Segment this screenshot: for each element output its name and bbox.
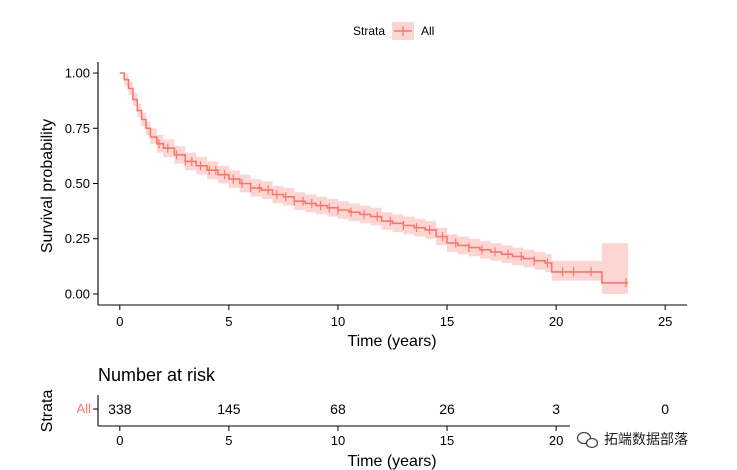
x-axis-label: Time (years) (347, 333, 436, 350)
y-tick-label: 0.00 (65, 286, 90, 301)
risk-count: 3 (552, 401, 560, 417)
legend: Strata All (353, 22, 434, 40)
risk-x-tick-label: 0 (116, 433, 123, 448)
survival-curve-layer (119, 72, 629, 284)
y-tick-label: 1.00 (65, 66, 90, 81)
risk-table-title: Number at risk (98, 365, 216, 385)
risk-row-label: All (77, 401, 92, 416)
risk-count: 68 (330, 401, 346, 417)
y-tick-label: 0.75 (65, 121, 90, 136)
x-tick-label: 0 (116, 314, 123, 329)
watermark-background (570, 425, 730, 453)
y-axis-label: Survival probability (39, 119, 56, 253)
legend-title: Strata (353, 24, 385, 38)
x-tick-label: 15 (440, 314, 454, 329)
risk-x-tick-label: 5 (225, 433, 232, 448)
survival-curve-all (119, 72, 629, 284)
risk-y-axis-label: Strata (39, 390, 56, 433)
confidence-band (119, 73, 629, 294)
risk-count: 26 (439, 401, 455, 417)
x-tick-label: 25 (658, 314, 672, 329)
risk-x-tick-label: 20 (549, 433, 563, 448)
watermark: 拓端数据部落 (570, 425, 730, 453)
risk-count: 145 (217, 401, 241, 417)
legend-entry-all: All (421, 24, 434, 38)
main-plot: 0 5 10 15 20 25 0.00 0.25 0.50 0.75 1.00 Time (ye… (39, 62, 687, 350)
y-ticks: 0.00 0.25 0.50 0.75 1.00 (65, 66, 98, 301)
watermark-text: 拓端数据部落 (604, 431, 688, 447)
y-tick-label: 0.50 (65, 176, 90, 191)
risk-x-tick-label: 10 (331, 433, 345, 448)
x-tick-label: 20 (549, 314, 563, 329)
censor-marks-layer (158, 139, 627, 288)
risk-count: 338 (108, 401, 132, 417)
risk-counts: 338 145 68 26 3 0 (108, 401, 669, 417)
risk-count: 0 (661, 401, 669, 417)
risk-table: Number at risk All 338 145 68 26 3 0 0 5 10 15 20… (39, 365, 687, 470)
y-tick-label: 0.25 (65, 231, 90, 246)
risk-x-axis-label: Time (years) (347, 453, 436, 470)
x-ticks: 0 5 10 15 20 25 (116, 305, 672, 329)
risk-x-tick-label: 15 (440, 433, 454, 448)
x-tick-label: 10 (331, 314, 345, 329)
confidence-band-layer (119, 73, 629, 294)
x-tick-label: 5 (225, 314, 232, 329)
wechat-icon (576, 431, 599, 449)
